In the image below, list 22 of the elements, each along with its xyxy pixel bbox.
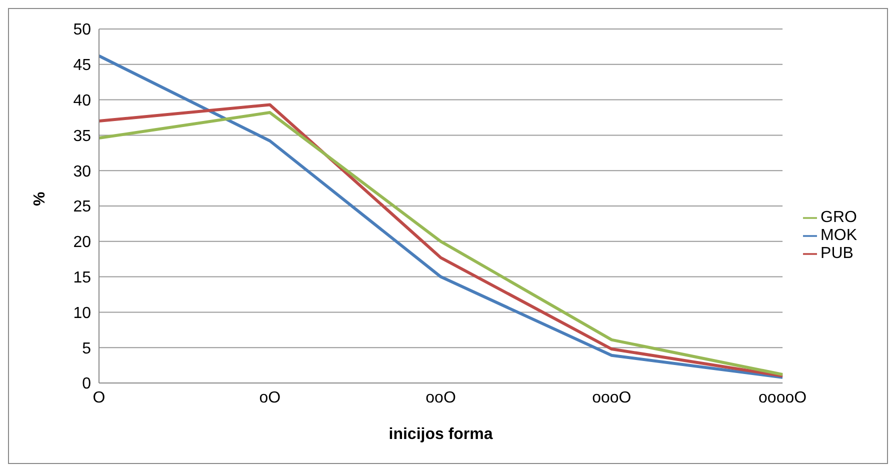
line-series — [98, 54, 784, 379]
y-tick-label: 20 — [73, 234, 92, 252]
y-tick-label: 5 — [82, 340, 92, 358]
y-tick-label: 50 — [73, 22, 92, 39]
y-tick-label: 30 — [73, 163, 92, 180]
y-tick-label: 0 — [82, 376, 92, 393]
y-tick-label: 40 — [73, 92, 92, 110]
legend-label: GRO — [820, 209, 857, 226]
x-tick-label: oO — [259, 389, 281, 406]
x-axis-title: inicijos forma — [388, 426, 493, 443]
y-tick-label: 25 — [73, 198, 92, 216]
y-axis-title: % — [32, 192, 49, 206]
y-tick-label: 45 — [73, 57, 92, 74]
x-tick-label: ooO — [426, 389, 456, 406]
legend-label: PUB — [820, 245, 854, 262]
x-tick-label: oooO — [592, 389, 632, 406]
y-tick-label: 15 — [73, 269, 92, 286]
y-tick-label: 35 — [73, 128, 92, 145]
x-tick-label: O — [92, 389, 106, 406]
legend-label: MOK — [820, 227, 857, 244]
x-tick-label: ooooO — [758, 389, 807, 406]
y-tick-label: 10 — [73, 304, 92, 322]
